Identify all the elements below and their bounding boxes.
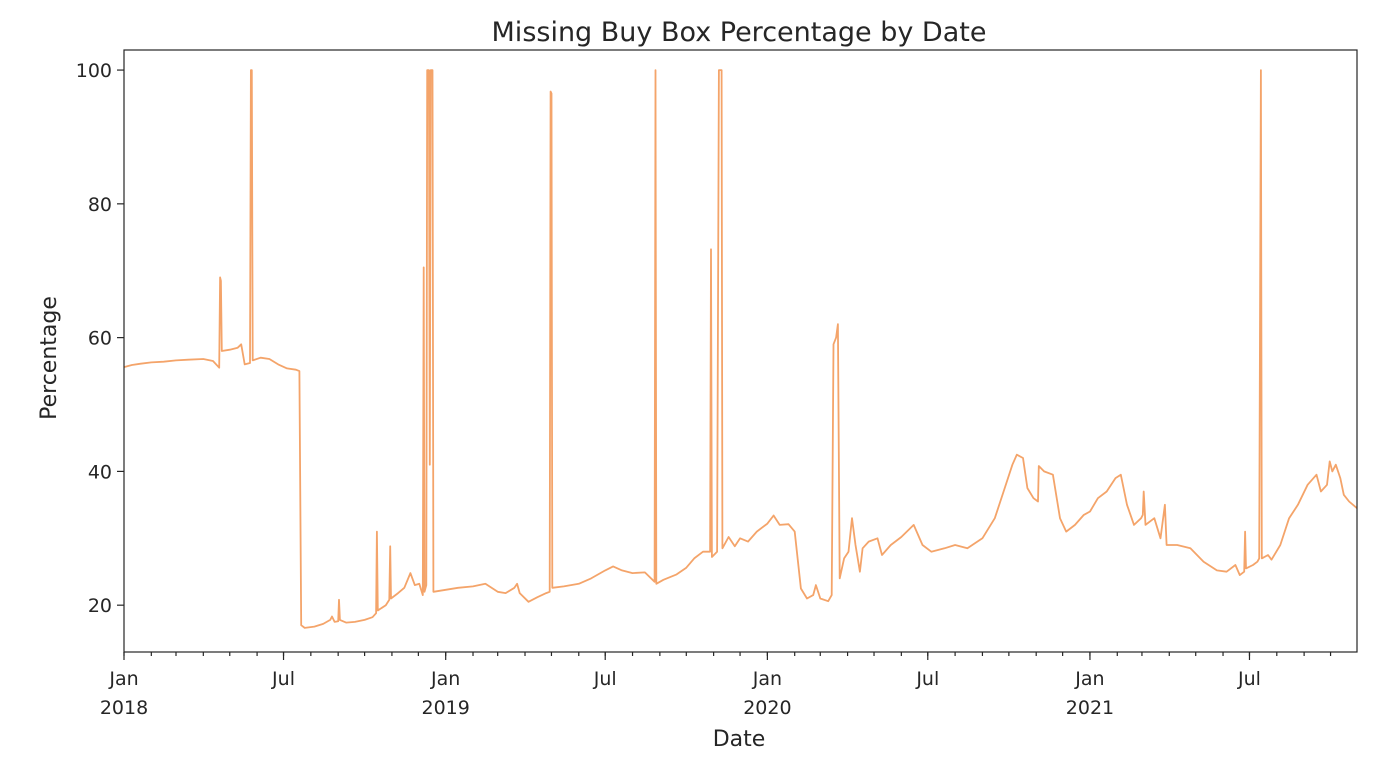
y-tick-label: 80 <box>88 194 112 216</box>
series-layer <box>123 69 1358 629</box>
x-tick-label: Jul <box>593 668 617 690</box>
x-tick-label: Jul <box>1237 668 1261 690</box>
x-tick-label: Jan <box>1074 668 1104 690</box>
x-tick-year-label: 2018 <box>100 697 148 719</box>
x-tick-year-label: 2020 <box>743 697 791 719</box>
x-axis-label: Date <box>713 727 766 752</box>
x-tick-label: Jan <box>752 668 782 690</box>
y-tick-label: 20 <box>88 595 112 617</box>
chart-title: Missing Buy Box Percentage by Date <box>492 17 987 48</box>
x-tick-year-label: 2019 <box>422 697 470 719</box>
series-line-0 <box>123 69 1358 629</box>
y-axis: 20 40 60 80 100 <box>76 60 124 617</box>
x-axis: Jan 2018 Jul Jan 2019 Jul Jan 2020 Jul Jan 2021 Jul <box>100 652 1332 719</box>
x-tick-label: Jul <box>915 668 939 690</box>
y-tick-label: 100 <box>76 60 112 82</box>
plot-area-frame <box>123 49 1358 653</box>
x-tick-label: Jul <box>271 668 295 690</box>
x-tick-year-label: 2021 <box>1066 697 1114 719</box>
y-tick-label: 60 <box>88 328 112 350</box>
y-tick-label: 40 <box>88 461 112 483</box>
y-axis-label: Percentage <box>37 296 62 420</box>
x-tick-label: Jan <box>108 668 138 690</box>
x-tick-label: Jan <box>430 668 460 690</box>
